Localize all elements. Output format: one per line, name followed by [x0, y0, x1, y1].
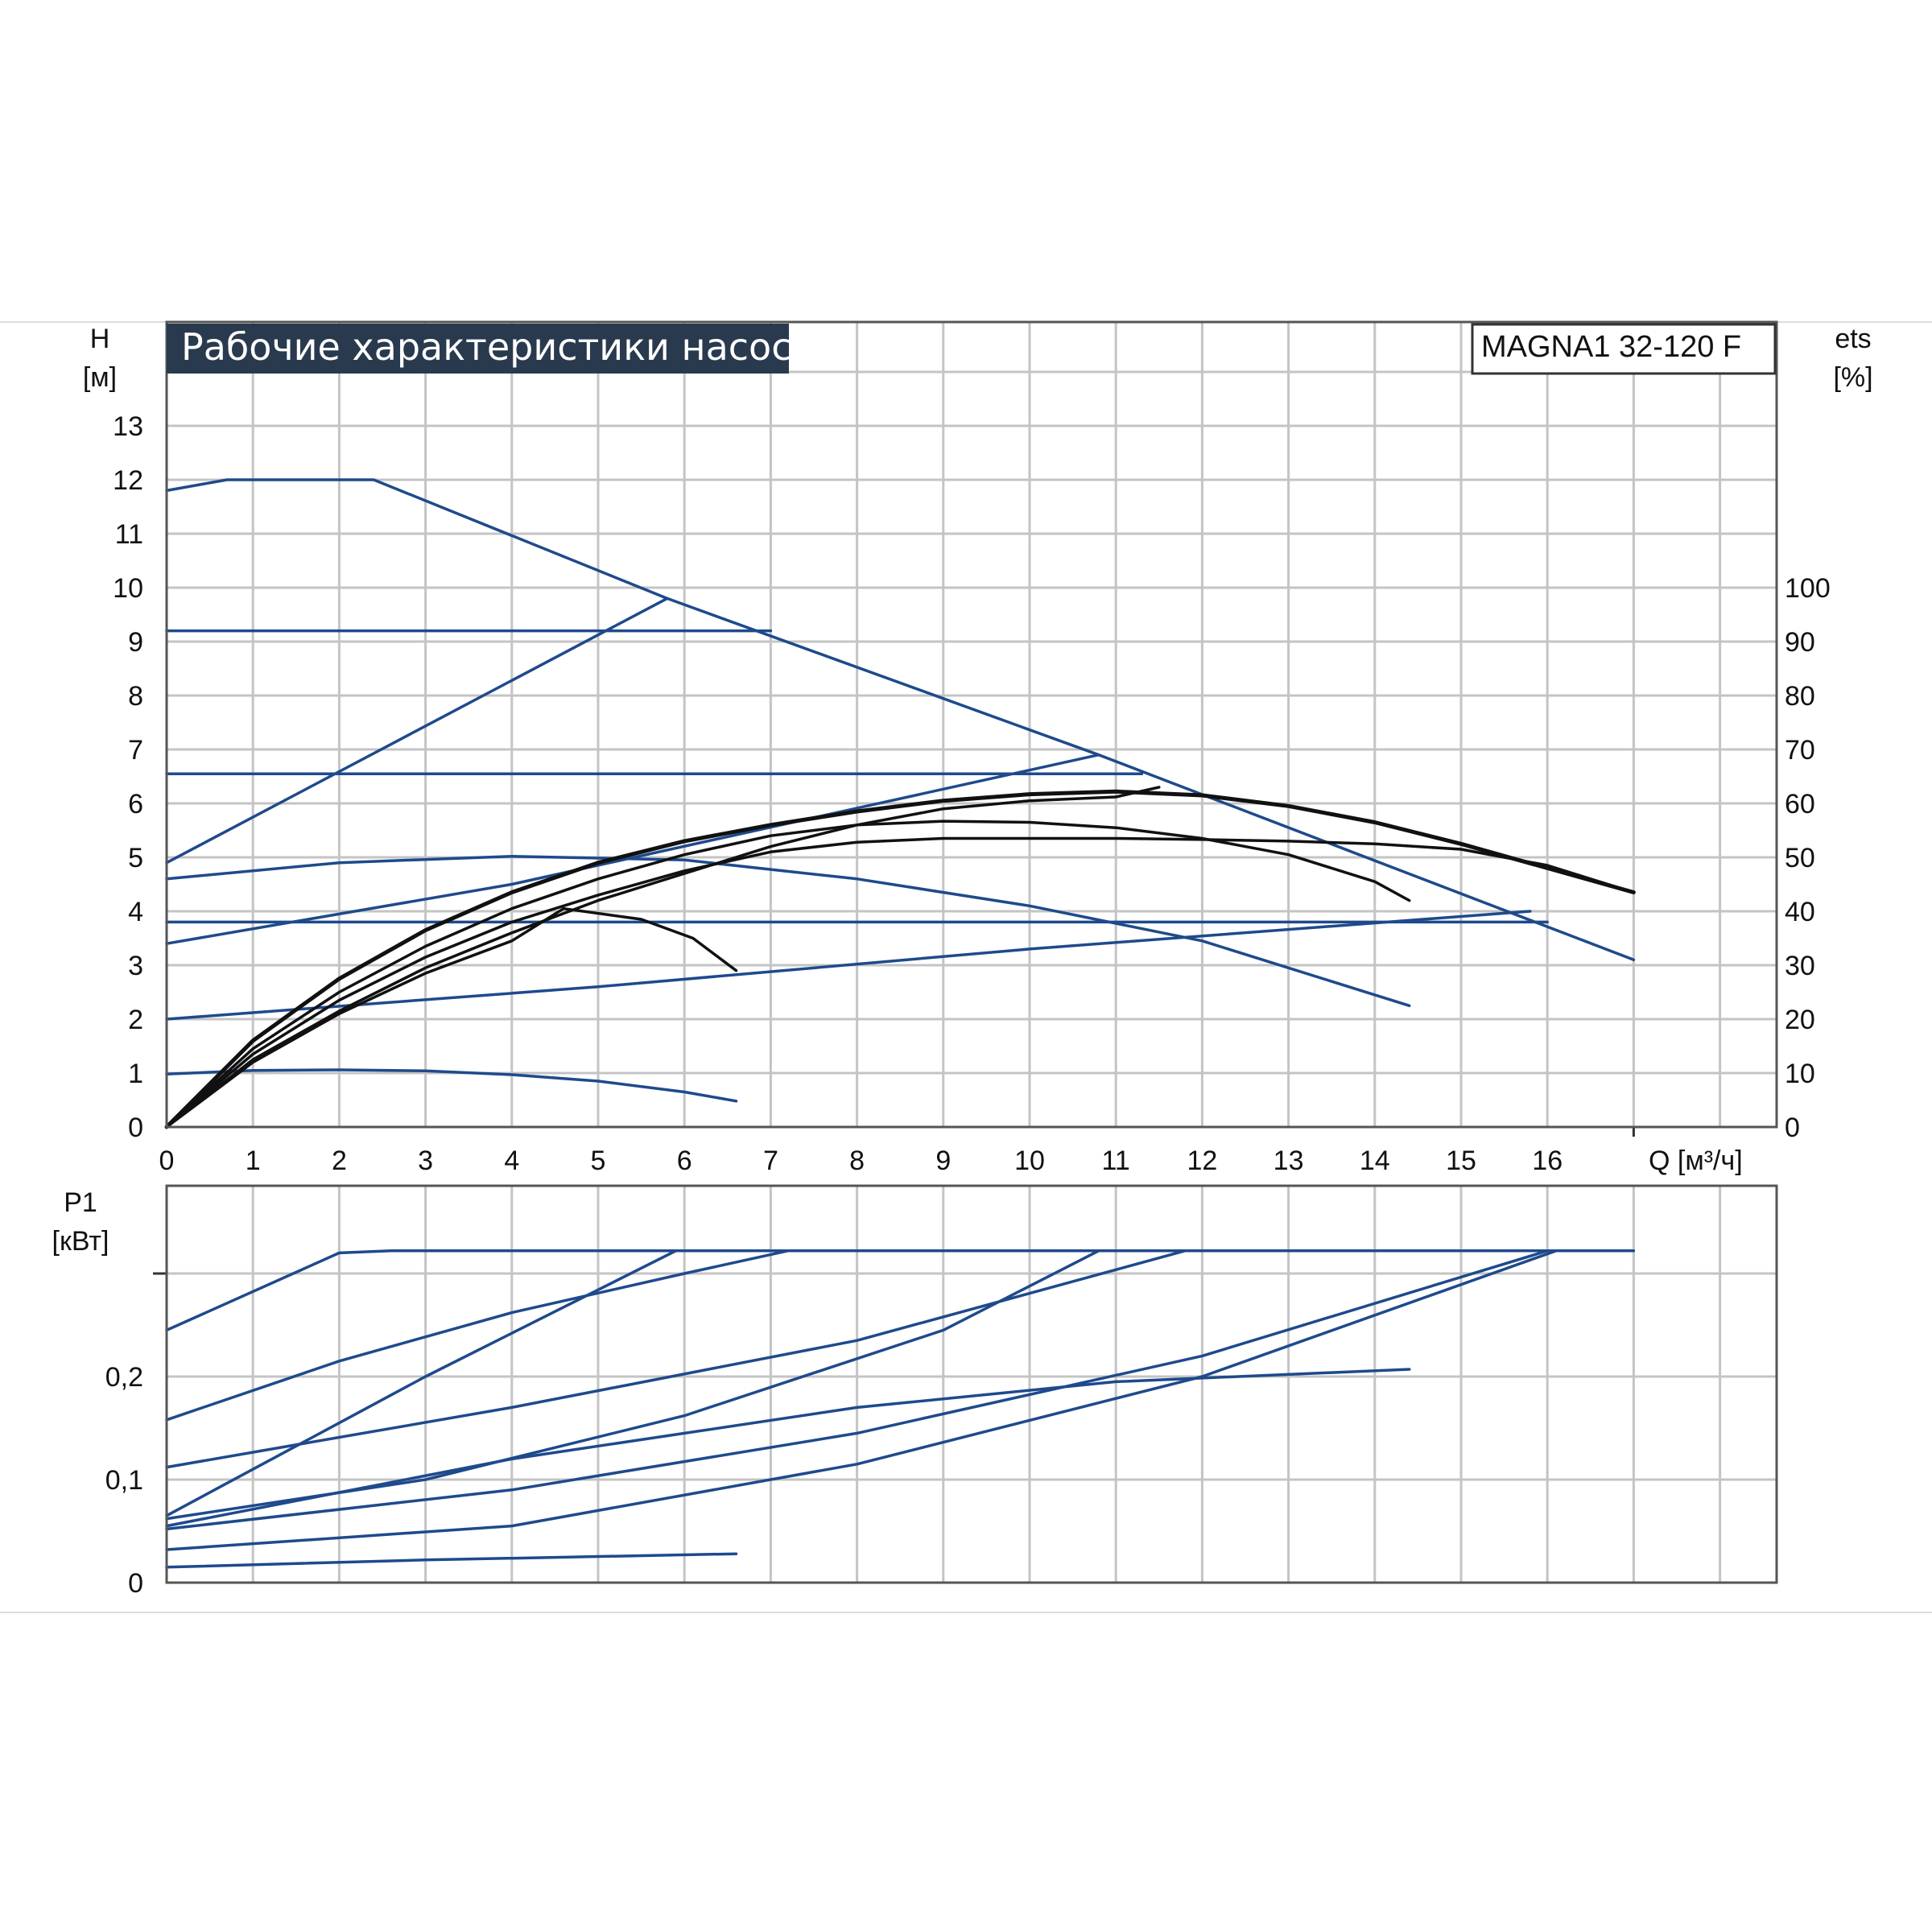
power-curve-6	[165, 1249, 1549, 1531]
y-tick-label: 13	[113, 411, 143, 442]
power-curve-0	[165, 1249, 1636, 1332]
head-curve-7	[165, 854, 1411, 1008]
x-tick-label: 13	[1274, 1146, 1304, 1176]
power-curve-3	[165, 1249, 1187, 1469]
y2-tick-label: 80	[1785, 681, 1815, 712]
x-tick-label: 10	[1014, 1146, 1045, 1176]
x-tick-label: 5	[591, 1146, 606, 1176]
x-tick-label: 7	[763, 1146, 778, 1176]
power-plot-frame	[165, 1184, 1778, 1584]
efficiency-curve-11	[165, 819, 1411, 1129]
y-tick-label: 5	[128, 843, 143, 873]
y-tick-label: 3	[128, 951, 143, 981]
power-curve-1	[165, 1249, 790, 1422]
power-y-tick-label: 0,2	[105, 1362, 143, 1393]
y2-tick-label: 60	[1785, 789, 1815, 819]
y-tick-label: 1	[128, 1059, 143, 1089]
power-grid	[153, 1186, 1777, 1583]
model-label-frame	[1471, 323, 1777, 375]
x-tick-label: 11	[1102, 1146, 1130, 1176]
y2-tick-label: 90	[1785, 627, 1815, 658]
x-tick-label: 8	[849, 1146, 865, 1176]
y-tick-label: 11	[115, 519, 143, 550]
chart-title: Рабочие характеристики насоса	[181, 325, 815, 369]
x-tick-label: 9	[935, 1146, 951, 1176]
power-y-tick-label: 0,1	[105, 1465, 143, 1496]
y2-tick-label: 10	[1785, 1059, 1815, 1089]
y-tick-label: 8	[128, 681, 143, 712]
y2-axis-label: [%]	[1833, 362, 1872, 393]
y-axis-label: H	[90, 324, 110, 354]
model-label-box: MAGNA1 32-120 F	[1471, 323, 1777, 375]
power-chart: 0 0,1 0,2 P1 [кВт]	[52, 1184, 1778, 1599]
model-label: MAGNA1 32-120 F	[1481, 330, 1741, 364]
y2-tick-label: 100	[1785, 573, 1831, 604]
y-tick-label: 2	[128, 1005, 143, 1035]
head-grid	[165, 322, 1777, 1137]
head-chart: 0123456789101112130102030405060708090100…	[83, 320, 1873, 1176]
y-tick-label: 0	[128, 1113, 143, 1143]
chart-title-bar: Рабочие характеристики насоса	[167, 324, 815, 374]
efficiency-curve-13	[165, 906, 738, 1129]
y2-tick-label: 70	[1785, 735, 1815, 766]
y-tick-label: 10	[113, 573, 143, 604]
y-tick-label: 9	[128, 627, 143, 658]
head-curve-5	[165, 910, 1532, 1021]
power-y-axis-label: [кВт]	[52, 1226, 109, 1257]
power-curve-2	[165, 1249, 678, 1517]
y2-axis-label: ets	[1835, 324, 1871, 354]
y2-tick-label: 30	[1785, 951, 1815, 981]
y2-tick-label: 40	[1785, 897, 1815, 927]
power-curve-5	[165, 1368, 1411, 1528]
power-y-axis-label: P1	[64, 1187, 97, 1218]
x-tick-label: 12	[1187, 1146, 1217, 1176]
chart-title-background	[167, 324, 789, 374]
y-axis-label: [м]	[83, 362, 117, 393]
x-tick-label: 14	[1360, 1146, 1390, 1176]
x-tick-label: 16	[1532, 1146, 1563, 1176]
y-tick-label: 12	[113, 465, 143, 496]
x-tick-label: 15	[1446, 1146, 1476, 1176]
head-curve-1	[165, 597, 669, 865]
y2-tick-label: 20	[1785, 1005, 1815, 1035]
x-tick-label: 1	[246, 1146, 261, 1176]
power-curve-7	[165, 1249, 1558, 1551]
head-plot-frame	[165, 320, 1778, 1129]
y-tick-label: 4	[128, 897, 143, 927]
x-tick-label: 2	[332, 1146, 347, 1176]
y2-tick-label: 50	[1785, 843, 1815, 873]
head-curves	[164, 478, 1636, 1129]
head-curve-4	[165, 753, 1100, 945]
x-tick-label: 4	[504, 1146, 519, 1176]
head-axis-labels: 0123456789101112130102030405060708090100…	[83, 324, 1873, 1176]
head-curve-8	[165, 1068, 738, 1103]
x-tick-label: 3	[418, 1146, 433, 1176]
x-tick-label: 0	[159, 1146, 175, 1176]
y-tick-label: 7	[128, 735, 143, 766]
power-axis-labels: 0 0,1 0,2 P1 [кВт]	[52, 1187, 143, 1599]
x-axis-label: Q [м³/ч]	[1649, 1146, 1743, 1176]
power-curve-8	[165, 1552, 738, 1569]
power-y-tick-label: 0	[128, 1568, 143, 1599]
x-tick-label: 6	[677, 1146, 692, 1176]
head-curve-0	[165, 478, 1636, 962]
efficiency-curve-12	[165, 786, 1161, 1129]
efficiency-curve-9	[164, 789, 1636, 1129]
y2-tick-label: 0	[1785, 1113, 1800, 1143]
efficiency-curve-10	[165, 836, 1636, 1129]
power-curves	[165, 1249, 1636, 1569]
y-tick-label: 6	[128, 789, 143, 819]
